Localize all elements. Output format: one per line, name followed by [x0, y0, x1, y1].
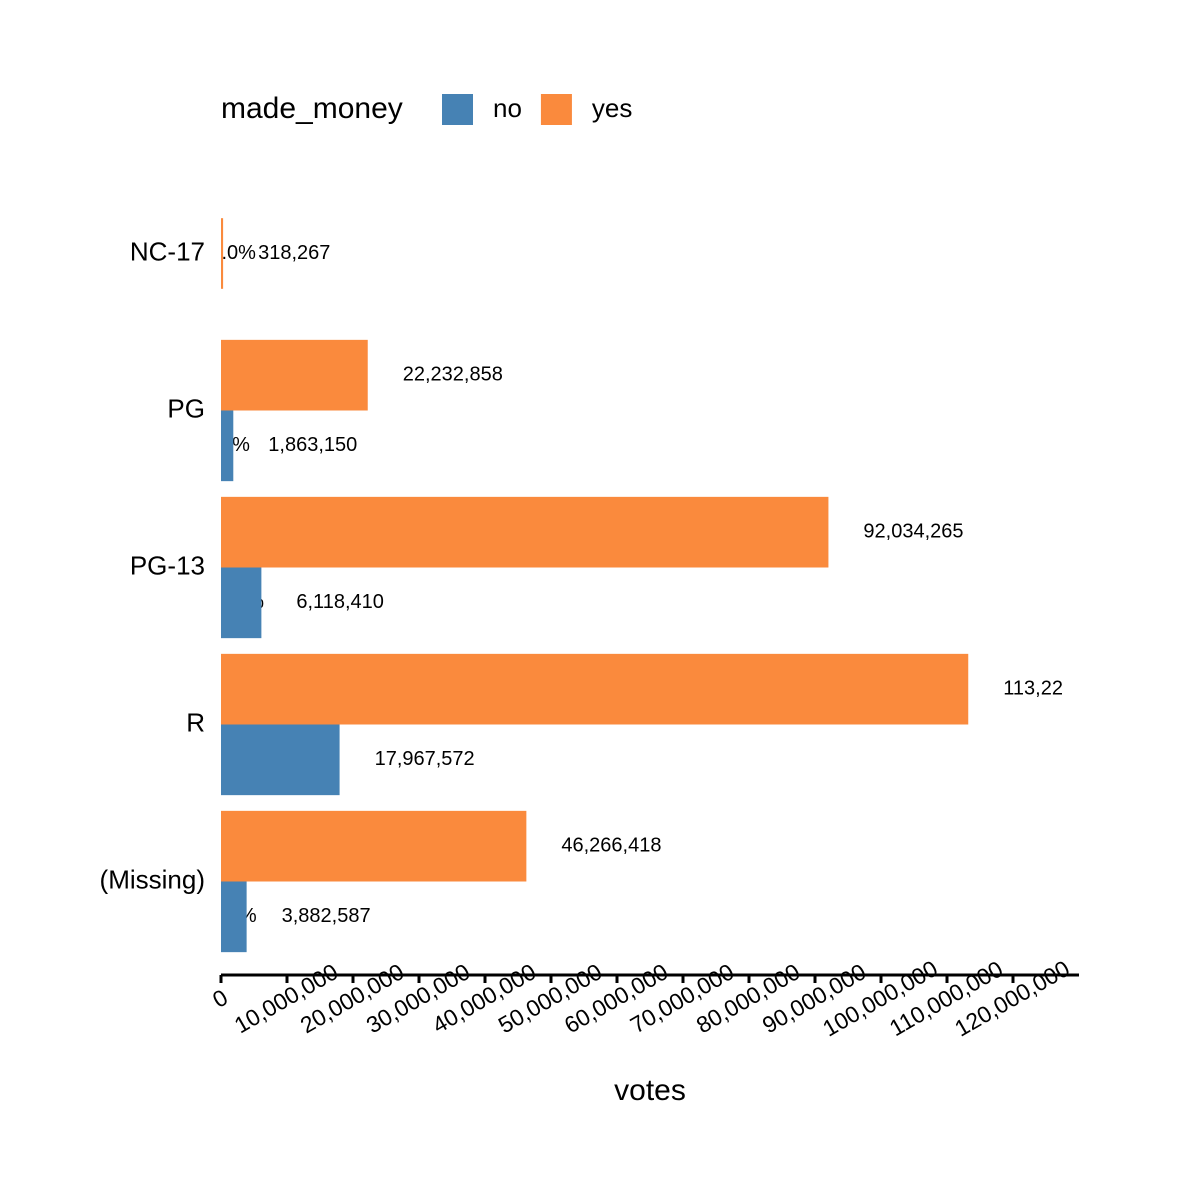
bar — [221, 653, 969, 725]
y-tick-label: R — [186, 707, 205, 737]
legend-key — [442, 94, 473, 125]
bar — [221, 881, 247, 953]
value-label: 318,267 — [258, 242, 330, 264]
bar — [221, 810, 527, 882]
value-label: 3,882,587 — [282, 905, 371, 927]
legend-label: no — [493, 93, 522, 123]
bar — [221, 567, 262, 639]
y-tick-label: PG-13 — [130, 550, 205, 580]
value-label: 92,034,265 — [863, 520, 963, 542]
y-tick-label: PG — [167, 393, 205, 423]
value-label: 17,967,572 — [375, 748, 475, 770]
value-label: 113,22 — [1003, 677, 1063, 699]
bar — [221, 339, 368, 411]
value-label: 46,266,418 — [561, 834, 661, 856]
bar — [221, 724, 340, 796]
bar — [221, 218, 224, 289]
value-label: 22,232,858 — [403, 363, 503, 385]
bar — [221, 410, 234, 482]
value-label: 6,118,410 — [296, 591, 384, 613]
x-axis-title: votes — [614, 1074, 686, 1107]
legend-key — [540, 94, 572, 125]
x-tick-label: 0 — [208, 984, 232, 1013]
legend-label: yes — [592, 93, 632, 123]
y-tick-label: NC-17 — [130, 236, 205, 266]
legend-title: made_money — [221, 92, 403, 125]
y-tick-label: (Missing) — [100, 864, 205, 894]
value-label: 1,863,150 — [268, 434, 357, 456]
bar — [221, 496, 829, 568]
percent-label: 100.0% — [188, 242, 256, 264]
